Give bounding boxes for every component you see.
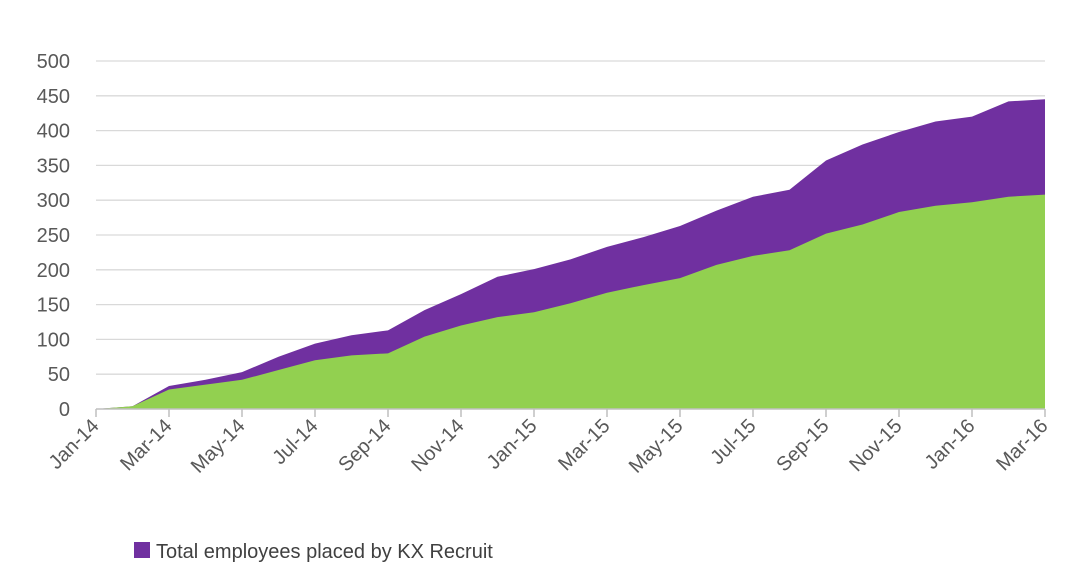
area-series	[96, 99, 1045, 409]
area-series-2	[96, 194, 1045, 409]
axes	[95, 408, 1046, 417]
y-tick-label-50: 50	[48, 364, 70, 386]
x-tick-label-Nov-14: Nov-14	[407, 415, 468, 476]
x-tick-label-Jan-15: Jan-15	[483, 415, 542, 474]
legend-swatch	[134, 542, 150, 558]
gridlines	[96, 60, 1045, 375]
x-tick-label-Mar-16: Mar-16	[992, 415, 1052, 475]
y-tick-label-100: 100	[37, 329, 70, 351]
x-tick-label-Jul-14: Jul-14	[268, 415, 322, 469]
x-tick-label-May-14: May-14	[187, 415, 250, 478]
y-tick-label-250: 250	[37, 225, 70, 247]
y-tick-label-300: 300	[37, 190, 70, 212]
y-tick-label-200: 200	[37, 260, 70, 282]
y-tick-label-350: 350	[37, 155, 70, 177]
y-axis-tick-labels: 0 50 100 150 200 250 300 350 400 450 500	[37, 51, 70, 421]
x-tick-label-Jan-14: Jan-14	[45, 415, 104, 474]
x-tick-label-Jan-16: Jan-16	[921, 415, 980, 474]
y-tick-label-450: 450	[37, 86, 70, 108]
x-tick-label-Jul-15: Jul-15	[706, 415, 760, 469]
legend: Total employees placed by KX Recruit	[134, 541, 493, 563]
legend-label: Total employees placed by KX Recruit	[156, 541, 493, 563]
y-tick-label-400: 400	[37, 121, 70, 143]
x-tick-label-May-15: May-15	[625, 415, 688, 478]
x-axis-tick-labels: Jan-14 Mar-14 May-14 Jul-14 Sep-14 Nov-14 Jan-…	[45, 415, 1053, 478]
x-tick-label-Sep-15: Sep-15	[772, 415, 833, 476]
y-tick-label-150: 150	[37, 295, 70, 317]
x-tick-label-Mar-14: Mar-14	[116, 415, 176, 475]
y-tick-label-500: 500	[37, 51, 70, 73]
y-tick-label-0: 0	[59, 399, 70, 421]
x-tick-label-Mar-15: Mar-15	[554, 415, 614, 475]
x-tick-label-Nov-15: Nov-15	[845, 415, 906, 476]
x-tick-label-Sep-14: Sep-14	[334, 415, 395, 476]
